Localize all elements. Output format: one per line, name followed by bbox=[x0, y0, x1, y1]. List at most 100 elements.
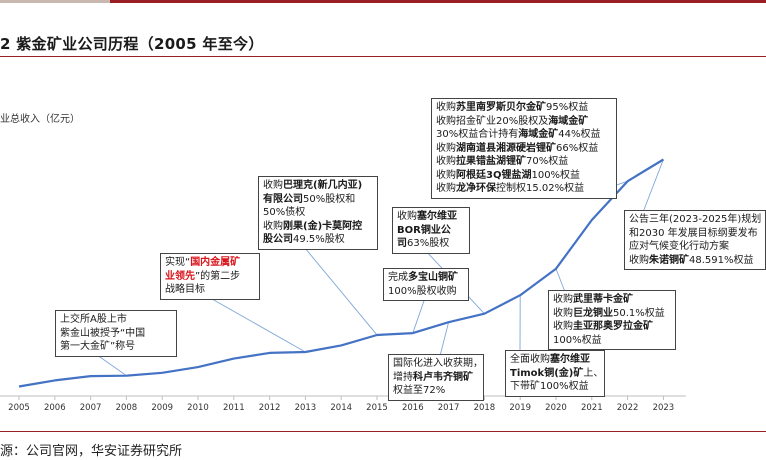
bold-text: 司 bbox=[397, 238, 407, 249]
text: 100%权益 bbox=[531, 169, 581, 181]
text: 48.591%权益 bbox=[689, 254, 754, 266]
header-bar bbox=[0, 0, 110, 3]
annotation-2019: 国际化进入收获期， 增持科卢韦齐铜矿 权益至72% bbox=[388, 354, 484, 401]
annotation-2017: 完成多宝山铜矿 100%股权收购 bbox=[383, 268, 469, 301]
x-tick-label: 2020 bbox=[545, 403, 567, 413]
text: 收购 bbox=[436, 156, 456, 167]
text: 和2030 年发展目标纲要发布 bbox=[629, 227, 758, 239]
text: 100%权益 bbox=[553, 334, 602, 346]
text: 完成 bbox=[388, 272, 408, 283]
text: 70%权益 bbox=[526, 156, 569, 167]
x-tick-label: 2006 bbox=[44, 403, 66, 413]
highlight-text: 业领先 bbox=[165, 270, 195, 282]
text: 上、 bbox=[583, 367, 604, 379]
text: 30%权益合计持有 bbox=[436, 129, 519, 140]
text: 控制权15.02%权益 bbox=[496, 183, 585, 194]
bold-text: 湖南道县湘源硬岩锂矿 bbox=[456, 142, 556, 154]
bold-text: 武里蒂卡金矿 bbox=[573, 294, 633, 305]
bold-text: 苏里南罗斯贝尔金矿 bbox=[456, 102, 546, 113]
x-tick-label: 2012 bbox=[259, 403, 281, 413]
x-tick-labels: 2005 2006 2007 2008 2009 2010 2011 2012 2013 2014… bbox=[8, 403, 674, 413]
bold-text: 朱诺铜矿 bbox=[649, 254, 689, 266]
x-tick-label: 2015 bbox=[366, 403, 388, 413]
text: 收购 bbox=[263, 180, 283, 191]
bold-text: Timok铜(金)矿 bbox=[510, 367, 584, 379]
series-line bbox=[18, 158, 664, 388]
bold-text: BOR铜业公 bbox=[397, 224, 451, 236]
text: 收购 bbox=[553, 294, 573, 305]
annotation-2020: 收购武里蒂卡金矿 收购巨龙铜业50.1%权益 收购圭亚那奥罗拉金矿 100%权益 bbox=[548, 290, 676, 350]
x-tick-label: 2021 bbox=[581, 403, 603, 413]
x-tick-label: 2013 bbox=[295, 403, 317, 413]
x-tick-label: 2007 bbox=[80, 403, 102, 413]
text: 收购 bbox=[397, 211, 417, 222]
bold-text: 拉果错盐湖锂矿 bbox=[456, 156, 526, 167]
annotation-2008-line2: 紫金山被授予“中国 bbox=[60, 327, 146, 339]
text: 100%股权收购 bbox=[388, 285, 457, 297]
x-tick-label: 2009 bbox=[151, 403, 173, 413]
text: 收购 bbox=[436, 102, 456, 113]
annotation-2023: 公告三年(2023-2025年)规划 和2030 年发展目标纲要发布 应对气候变… bbox=[624, 210, 766, 270]
bold-text: 股公司 bbox=[263, 234, 293, 245]
text: 下带矿100%权益 bbox=[510, 381, 589, 392]
text: 收购 bbox=[436, 142, 456, 154]
top-rule bbox=[0, 0, 766, 3]
text: 95%权益 bbox=[546, 102, 589, 113]
text: 49.5%股权 bbox=[293, 234, 345, 245]
bold-text: 塞尔维亚 bbox=[550, 354, 590, 365]
text: 权益至72% bbox=[393, 385, 446, 396]
annotation-2022: 收购苏里南罗斯贝尔金矿95%权益 收购招金矿业20%股权及海域金矿 30%权益合… bbox=[431, 98, 617, 199]
text: 公告三年(2023-2025年)规划 bbox=[629, 214, 762, 225]
text: 44%权益 bbox=[558, 129, 601, 140]
text: 实现“ bbox=[165, 257, 191, 268]
annotation-2018: 收购塞尔维亚 BOR铜业公 司63%股权 bbox=[392, 207, 470, 254]
text: 50%股权和 bbox=[303, 193, 356, 205]
page-title: 2 紫金矿业公司历程（2005 年至今） bbox=[0, 35, 264, 53]
callout-connector bbox=[299, 241, 378, 336]
callout-connector bbox=[555, 268, 566, 293]
text: 收购 bbox=[553, 321, 573, 332]
text: 收购招金矿业20%股权及 bbox=[436, 115, 549, 127]
x-tick-label: 2014 bbox=[330, 403, 352, 413]
bottom-rule bbox=[0, 431, 766, 432]
x-tick-label: 2017 bbox=[438, 403, 460, 413]
text: 增持 bbox=[393, 371, 413, 383]
bold-text: 科卢韦齐铜矿 bbox=[413, 371, 473, 383]
x-tick-label: 2010 bbox=[187, 403, 209, 413]
callout-connector bbox=[439, 322, 450, 357]
text: 收购 bbox=[629, 254, 649, 266]
x-tick-label: 2005 bbox=[8, 403, 30, 413]
text: 收购 bbox=[436, 183, 456, 194]
x-tick-label: 2023 bbox=[653, 403, 675, 413]
callout-connector bbox=[639, 159, 664, 221]
bold-text: 巨龙铜业 bbox=[573, 307, 613, 319]
text: 50.1%权益 bbox=[613, 307, 665, 319]
bold-text: 多宝山铜矿 bbox=[408, 272, 458, 283]
highlight-text: 国内金属矿 bbox=[190, 257, 241, 268]
text: 战略目标 bbox=[165, 284, 205, 295]
annotation-2008-line3: 第一大金矿”称号 bbox=[60, 341, 136, 352]
x-axis-ticks bbox=[18, 396, 664, 400]
annotation-2019b: 全面收购塞尔维亚 Timok铜(金)矿上、 下带矿100%权益 bbox=[505, 350, 605, 397]
text: 收购 bbox=[553, 307, 573, 319]
bold-text: 海域金矿 bbox=[548, 115, 589, 127]
text: 国际化进入收获期， bbox=[393, 358, 483, 369]
text: 收购 bbox=[263, 220, 283, 232]
bold-text: 巴理克(新几内亚) bbox=[283, 180, 363, 191]
bold-text: 有限公司 bbox=[263, 193, 303, 205]
x-tick-label: 2018 bbox=[474, 403, 496, 413]
bold-text: 海域金矿 bbox=[518, 129, 559, 140]
text: 全面收购 bbox=[510, 354, 550, 365]
bold-text: 圭亚那奥罗拉金矿 bbox=[573, 321, 653, 332]
annotation-2013: 实现“国内金属矿 业领先”的第二步 战略目标 bbox=[160, 253, 260, 300]
callout-connector bbox=[412, 297, 426, 334]
annotation-2008: 上交所A股上市 紫金山被授予“中国 第一大金矿”称号 bbox=[55, 310, 177, 357]
x-tick-label: 2019 bbox=[509, 403, 531, 413]
x-tick-label: 2008 bbox=[116, 403, 138, 413]
title-rule bbox=[0, 56, 766, 57]
y-axis-label: 业总收入（亿元） bbox=[0, 114, 80, 125]
x-tick-label: 2022 bbox=[617, 403, 639, 413]
annotation-2008-line1: 上交所A股上市 bbox=[60, 314, 127, 325]
bold-text: 龙净环保 bbox=[456, 183, 496, 194]
text: 50%债权 bbox=[263, 207, 306, 218]
